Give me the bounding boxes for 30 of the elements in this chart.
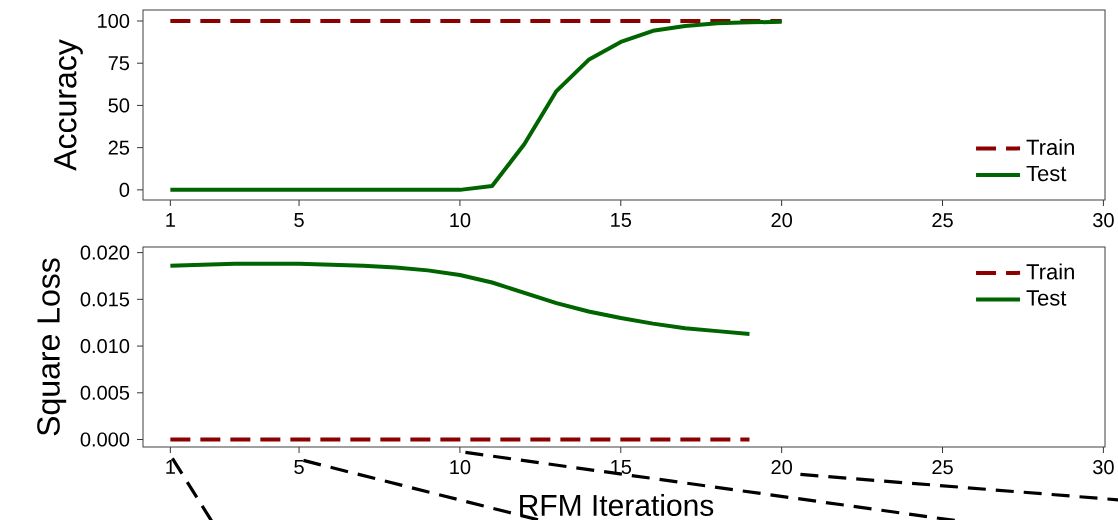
y-tick-label: 50 xyxy=(108,98,130,113)
x-tick-label: 10 xyxy=(450,460,471,475)
x-tick-label: 10 xyxy=(450,213,471,228)
y-tick-label: 0.015 xyxy=(80,292,130,307)
x-tick-label: 1 xyxy=(166,460,175,474)
x-tick-label: 20 xyxy=(771,460,793,475)
legend-label: Train xyxy=(1026,138,1074,156)
y-tick-label: 0.010 xyxy=(80,339,130,354)
x-tick-label: 5 xyxy=(294,460,304,475)
y-axis-title: Accuracy xyxy=(54,39,83,171)
y-tick-label: 75 xyxy=(108,56,130,71)
x-tick-label: 25 xyxy=(932,460,953,475)
y-tick-label: 25 xyxy=(108,140,130,155)
legend-label: Train xyxy=(1026,263,1074,280)
y-tick-label: 0.020 xyxy=(80,245,130,260)
x-tick-label: 25 xyxy=(932,213,953,228)
y-tick-label: 0.000 xyxy=(80,432,130,447)
x-tick-label: 1 xyxy=(166,213,175,227)
x-tick-label: 5 xyxy=(294,213,304,228)
x-axis-title: RFM Iterations xyxy=(520,493,714,517)
y-tick-label: 0 xyxy=(119,182,130,197)
y-axis-title: Square Loss xyxy=(37,258,67,436)
x-tick-label: 30 xyxy=(1093,213,1114,228)
x-tick-label: 30 xyxy=(1093,460,1114,475)
legend-label: Test xyxy=(1026,165,1067,182)
legend-label: Test xyxy=(1026,290,1067,306)
y-tick-label: 100 xyxy=(98,13,130,29)
x-tick-label: 15 xyxy=(611,213,632,228)
x-tick-label: 20 xyxy=(771,213,793,228)
y-tick-label: 0.005 xyxy=(80,385,130,400)
